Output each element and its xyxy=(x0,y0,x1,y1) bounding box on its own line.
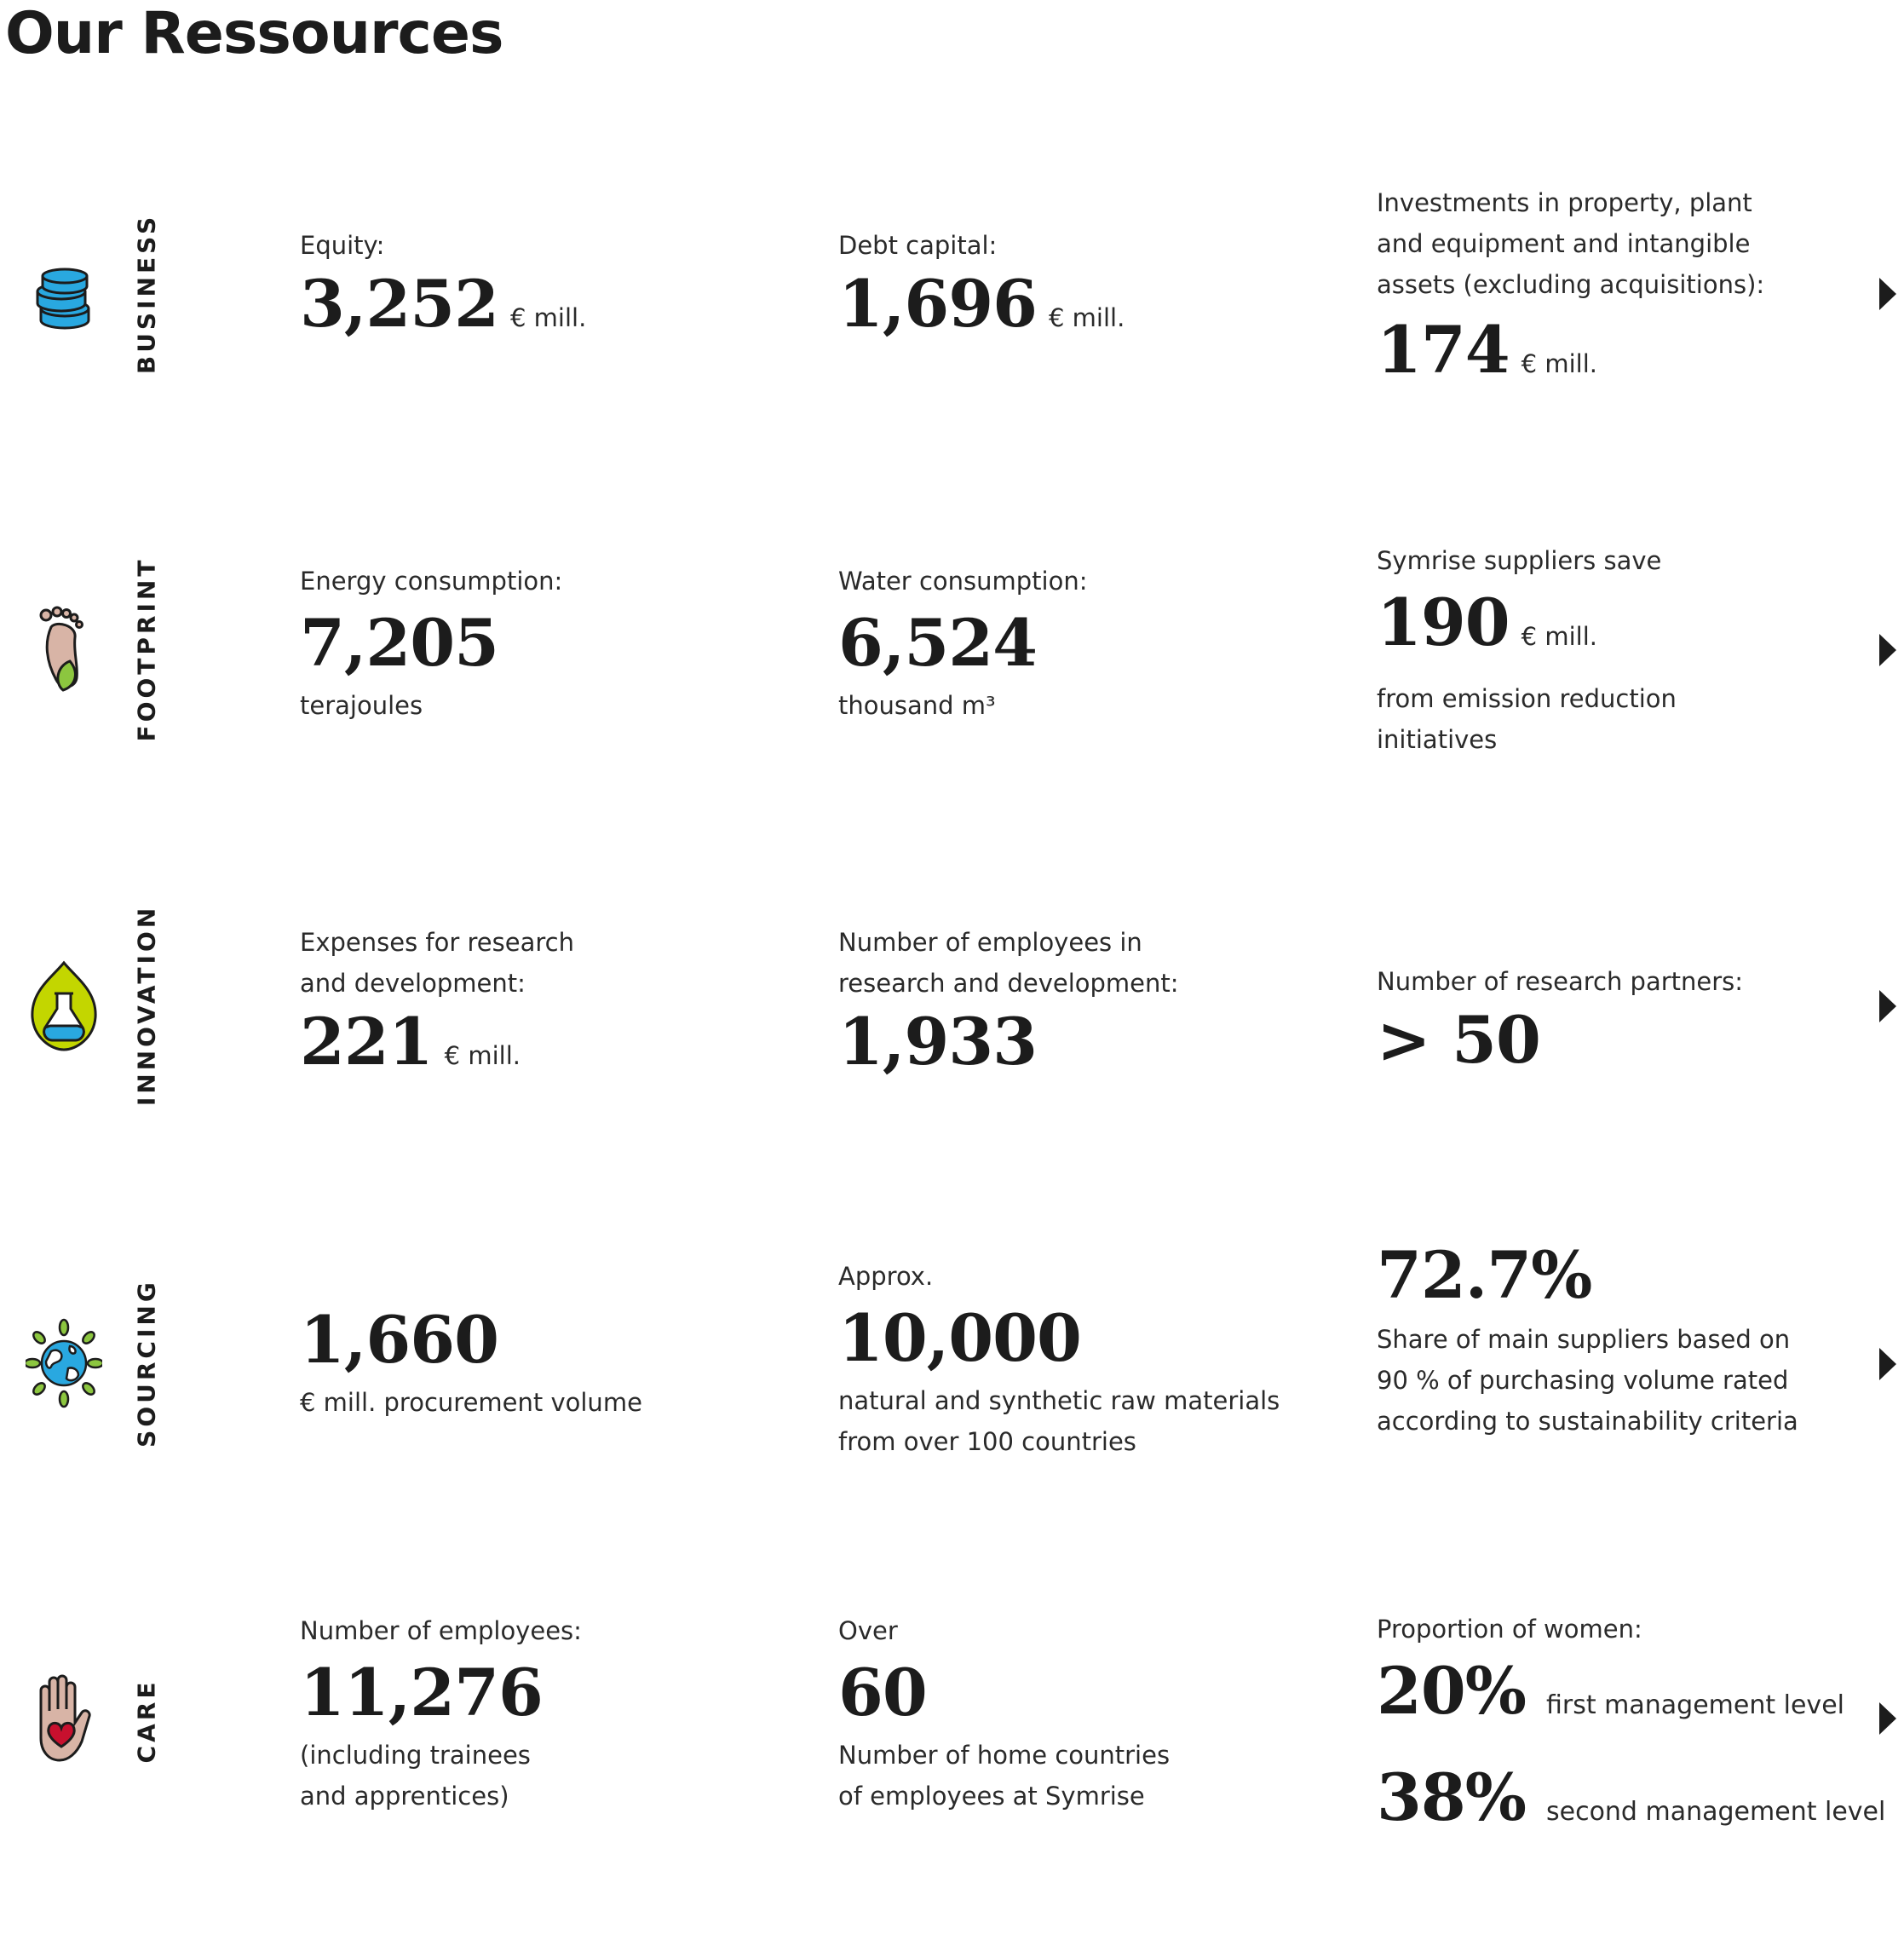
hand-heart-icon xyxy=(26,1672,102,1765)
stat-label: Number of employees: xyxy=(300,1616,582,1645)
stat-unit: € mill. xyxy=(1521,622,1597,651)
procurement-volume-stat: 1,660 € mill. procurement volume xyxy=(300,1302,642,1423)
stat-label: Over xyxy=(838,1616,898,1645)
stat-sub: natural and synthetic raw materials xyxy=(838,1386,1280,1415)
stat-label: and equipment and intangible xyxy=(1377,229,1751,258)
stat-label: research and development: xyxy=(838,969,1179,998)
stat-value: 7,205 xyxy=(300,605,499,681)
stat-value: 72.7% xyxy=(1377,1237,1592,1313)
stat-label: Debt capital: xyxy=(838,231,998,260)
home-countries-stat: Over 60 Number of home countries of empl… xyxy=(838,1610,1170,1816)
stat-sub: from over 100 countries xyxy=(838,1427,1136,1456)
expand-arrow-care[interactable] xyxy=(1879,1702,1896,1735)
stat-value: 10,000 xyxy=(838,1300,1082,1376)
stat-value: 190 € mill. xyxy=(1377,584,1597,660)
stat-label: Number of employees in xyxy=(838,928,1142,957)
stat-sub: thousand m³ xyxy=(838,691,996,720)
equity-stat: Equity: 3,252 € mill. xyxy=(300,225,586,356)
stat-label: Symrise suppliers save xyxy=(1377,546,1662,575)
expand-arrow-innovation[interactable] xyxy=(1879,990,1896,1022)
stat-sub: Share of main suppliers based on xyxy=(1377,1325,1791,1354)
rd-expenses-stat: Expenses for research and development: 2… xyxy=(300,922,574,1094)
stat-value: 6,524 xyxy=(838,605,1038,681)
stat-value: 20% first management level xyxy=(1377,1653,1844,1729)
stat-sub: (including trainees xyxy=(300,1741,531,1770)
stat-value: 221 € mill. xyxy=(300,1004,521,1080)
stat-unit: € mill. xyxy=(509,303,587,332)
stat-unit: € mill. xyxy=(1048,303,1125,332)
suppliers-save-stat: Symrise suppliers save 190 € mill. from e… xyxy=(1377,540,1677,760)
footprint-leaf-icon xyxy=(26,602,102,695)
employees-stat: Number of employees: 11,276 (including t… xyxy=(300,1610,582,1816)
rd-employees-stat: Number of employees in research and deve… xyxy=(838,922,1179,1080)
raw-materials-stat: Approx. 10,000 natural and synthetic raw… xyxy=(838,1256,1280,1462)
stat-sub: from emission reduction xyxy=(1377,684,1677,713)
stat-sub: € mill. procurement volume xyxy=(300,1388,642,1417)
stat-label: Approx. xyxy=(838,1262,934,1291)
globe-leaves-icon xyxy=(23,1316,105,1409)
stat-unit: € mill. xyxy=(1521,349,1597,378)
stat-label: Investments in property, plant xyxy=(1377,188,1752,217)
rated-suppliers-stat: 72.7% Share of main suppliers based on 9… xyxy=(1377,1237,1798,1442)
stat-label: Energy consumption: xyxy=(300,567,563,596)
expand-arrow-footprint[interactable] xyxy=(1879,634,1896,666)
stat-value: 3,252 € mill. xyxy=(300,266,587,342)
stat-label: Equity: xyxy=(300,231,385,260)
stat-sub: initiatives xyxy=(1377,725,1498,754)
stat-value: 38% second management level xyxy=(1377,1759,1886,1835)
stat-label: Proportion of women: xyxy=(1377,1615,1642,1644)
stat-sub: of employees at Symrise xyxy=(838,1782,1145,1811)
stat-value: 11,276 xyxy=(300,1655,544,1730)
expand-arrow-sourcing[interactable] xyxy=(1879,1348,1896,1380)
stat-unit: first management level xyxy=(1545,1690,1844,1720)
stat-value: > 50 xyxy=(1377,1002,1541,1078)
stat-value: 1,660 xyxy=(300,1302,499,1378)
stat-sub: Number of home countries xyxy=(838,1741,1171,1770)
stat-value: 1,696 € mill. xyxy=(838,266,1125,342)
stat-value: 174 € mill. xyxy=(1377,312,1597,388)
stat-value: 60 xyxy=(838,1655,928,1730)
debt-capital-stat: Debt capital: 1,696 € mill. xyxy=(838,225,1125,356)
stat-label: Expenses for research xyxy=(300,928,574,957)
expand-arrow-business[interactable] xyxy=(1879,278,1896,310)
stat-label: Water consumption: xyxy=(838,567,1088,596)
stat-sub: 90 % of purchasing volume rated xyxy=(1377,1366,1789,1395)
stat-sub: terajoules xyxy=(300,691,423,720)
women-proportion-stat: Proportion of women: 20% first management… xyxy=(1377,1609,1885,1851)
stat-sub: and apprentices) xyxy=(300,1782,509,1811)
research-partners-stat: Number of research partners: > 50 xyxy=(1377,961,1743,1079)
stat-unit: € mill. xyxy=(444,1041,521,1070)
flask-leaf-icon xyxy=(26,958,102,1051)
stat-label: Number of research partners: xyxy=(1377,967,1744,996)
stat-label: assets (excluding acquisitions): xyxy=(1377,270,1765,299)
stat-label: and development: xyxy=(300,969,526,998)
stat-sub: according to sustainability criteria xyxy=(1377,1407,1798,1436)
energy-consumption-stat: Energy consumption: 7,205 terajoules xyxy=(300,561,562,726)
page-title: Our Ressources xyxy=(5,0,503,67)
stat-unit: second management level xyxy=(1545,1797,1886,1827)
investments-stat: Investments in property, plant and equip… xyxy=(1377,182,1764,402)
coin-stack-icon xyxy=(26,247,102,341)
stat-value: 1,933 xyxy=(838,1004,1038,1080)
water-consumption-stat: Water consumption: 6,524 thousand m³ xyxy=(838,561,1087,726)
